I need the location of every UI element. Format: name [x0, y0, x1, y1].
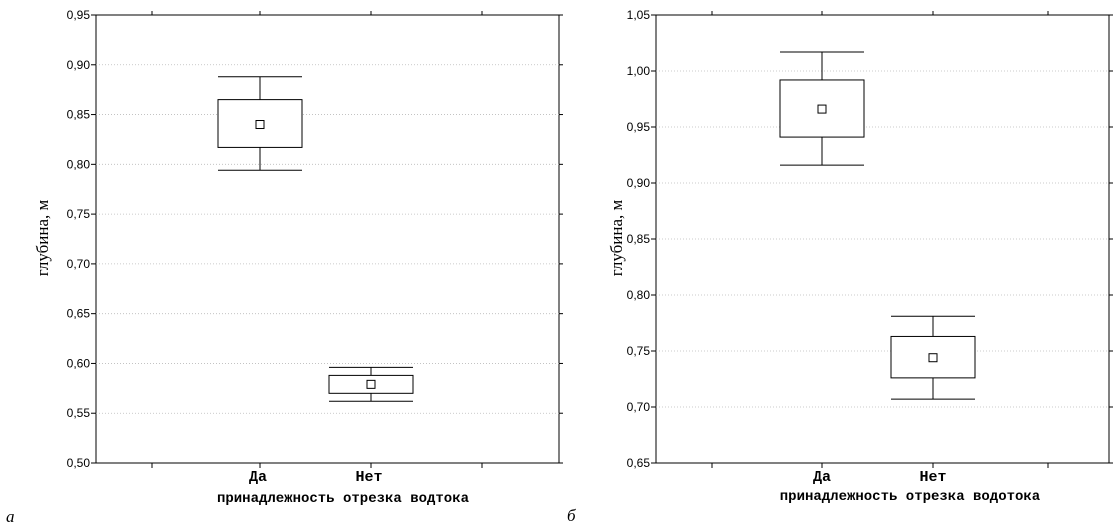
gridlines-a [96, 64, 559, 414]
y-tick-label: 0,95 [67, 8, 91, 22]
category-label-a-1: Нет [355, 469, 382, 486]
mean-marker [366, 379, 376, 389]
boxes-a [217, 76, 414, 402]
panel-label-b: б [567, 506, 576, 525]
plot-frame-a [95, 14, 560, 464]
y-tick-label: 0,90 [67, 58, 91, 72]
category-label-b-0: Да [813, 469, 831, 486]
x-axis-label-b: принадлежность отрезка водотока [780, 489, 1041, 505]
y-tick-label: 0,65 [627, 456, 651, 470]
y-tick-label: 0,85 [67, 108, 91, 122]
x-ticks-b [711, 11, 1049, 468]
box-Нет [890, 315, 976, 400]
y-ticks-a: 0,50 0,55 0,60 0,65 0,70 0,75 0,80 0,85 0,90 0,95 [67, 8, 563, 470]
gridlines-b [656, 70, 1109, 408]
y-tick-label: 0,90 [627, 176, 651, 190]
plot-frame-b [655, 14, 1110, 464]
panel-label-a: а [6, 507, 15, 526]
y-axis-label-b: глубина, м [607, 200, 626, 277]
y-tick-label: 0,80 [627, 288, 651, 302]
y-tick-label: 1,00 [627, 64, 651, 78]
x-axis-label-a: принадлежность отрезка водтока [217, 491, 470, 507]
y-tick-label: 0,65 [67, 307, 91, 321]
y-tick-label: 0,75 [627, 344, 651, 358]
box-Нет [328, 366, 414, 402]
mean-marker [817, 104, 827, 114]
boxes-b [779, 51, 976, 400]
panel-b: 0,65 0,70 0,75 0,80 0,85 0,90 0,95 1,00 1,05 глу… [567, 8, 1113, 525]
y-tick-label: 0,95 [627, 120, 651, 134]
y-tick-label: 0,55 [67, 406, 91, 420]
y-axis-label-a: глубина, м [33, 200, 52, 277]
y-tick-label: 0,70 [627, 400, 651, 414]
y-tick-label: 0,60 [67, 356, 91, 370]
y-tick-label: 1,05 [627, 8, 651, 22]
y-tick-label: 0,80 [67, 157, 91, 171]
panel-a: 0,50 0,55 0,60 0,65 0,70 0,75 0,80 0,85 0,90 0,95… [6, 8, 563, 526]
x-ticks-a [151, 11, 483, 468]
y-tick-label: 0,50 [67, 456, 91, 470]
y-tick-label: 0,75 [67, 207, 91, 221]
y-tick-label: 0,70 [67, 257, 91, 271]
y-ticks-b: 0,65 0,70 0,75 0,80 0,85 0,90 0,95 1,00 1,05 [627, 8, 1113, 470]
box-Да [779, 51, 865, 166]
category-label-a-0: Да [249, 469, 267, 486]
y-tick-label: 0,85 [627, 232, 651, 246]
mean-marker [255, 120, 265, 130]
box-Да [217, 76, 303, 171]
category-label-b-1: Нет [919, 469, 946, 486]
mean-marker [928, 353, 938, 363]
